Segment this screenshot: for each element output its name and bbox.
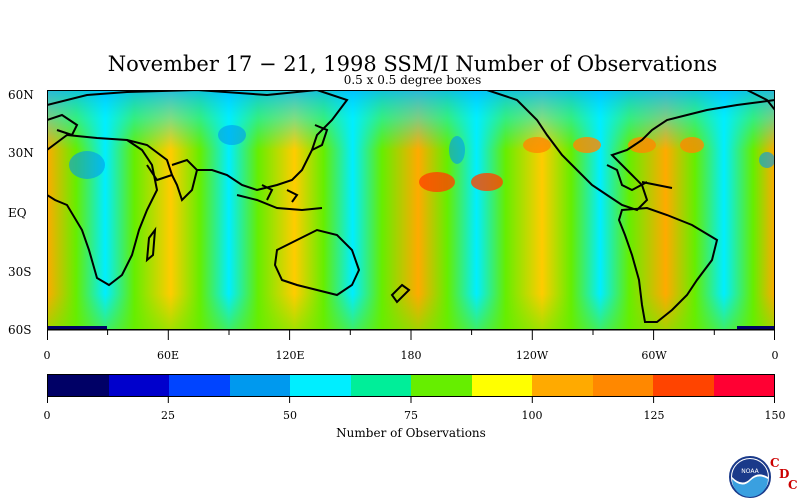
noaa-logo-icon: NOAA — [729, 456, 771, 498]
polar-edge — [737, 326, 775, 330]
colorbar-label-125: 125 — [643, 409, 665, 422]
map-svg — [46, 88, 776, 330]
low-count-patch — [449, 136, 465, 164]
lat-label-30n: 30N — [8, 146, 34, 160]
lon-label-120w: 120W — [515, 349, 549, 362]
lat-label-60n: 60N — [8, 88, 34, 102]
colorbar-label-50: 50 — [283, 409, 297, 422]
low-count-patch — [218, 125, 246, 145]
cdc-letter-c2: C — [788, 478, 798, 492]
cdc-letter-c1: C — [770, 456, 780, 470]
cdc-letter-d: D — [779, 467, 790, 481]
polar-edge — [47, 326, 107, 330]
colorbar-label-100: 100 — [521, 409, 543, 422]
hotspot — [471, 173, 503, 191]
colorbar-swatch — [169, 375, 230, 396]
low-count-patch — [69, 151, 105, 179]
lon-label-120e: 120E — [275, 349, 305, 362]
lon-label-0-end: 0 — [771, 349, 779, 362]
longitude-ticks — [47, 330, 775, 340]
colorbar-swatch — [108, 375, 169, 396]
colorbar-label-150: 150 — [764, 409, 786, 422]
colorbar-swatch — [350, 375, 411, 396]
colorbar-swatch — [48, 375, 109, 396]
hotspot — [628, 137, 656, 153]
observation-map — [46, 88, 776, 330]
colorbar-swatch — [471, 375, 532, 396]
hotspot — [680, 137, 704, 153]
lon-label-60e: 60E — [156, 349, 180, 362]
colorbar-ticks — [47, 397, 775, 403]
colorbar-swatch — [532, 375, 593, 396]
lon-label-180: 180 — [400, 349, 422, 362]
colorbar-label-25: 25 — [161, 409, 175, 422]
colorbar-swatch — [229, 375, 290, 396]
lon-label-60w: 60W — [641, 349, 667, 362]
low-count-patch — [759, 152, 775, 168]
colorbar-title: Number of Observations — [336, 426, 486, 440]
colorbar-label-0: 0 — [43, 409, 51, 422]
coastlines — [46, 88, 776, 323]
noaa-logo: NOAA — [728, 455, 772, 503]
colorbar-swatch — [653, 375, 714, 396]
page-subtitle: 0.5 x 0.5 degree boxes — [343, 73, 482, 87]
noaa-logo-text: NOAA — [741, 468, 759, 475]
longitude-axis — [47, 330, 775, 340]
latitude-shading — [47, 90, 775, 330]
hotspot — [573, 137, 601, 153]
page-title: November 17 − 21, 1998 SSM/I Number of O… — [107, 52, 718, 76]
colorbar-swatch — [411, 375, 472, 396]
lat-label-eq: EQ — [8, 206, 27, 220]
colorbar-swatch — [592, 375, 653, 396]
lon-label-0: 0 — [43, 349, 51, 362]
colorbar-swatch — [290, 375, 351, 396]
lat-label-60s: 60S — [8, 323, 32, 337]
colorbar-label-75: 75 — [404, 409, 418, 422]
colorbar-swatch — [713, 375, 774, 396]
colorbar — [47, 374, 775, 397]
lat-label-30s: 30S — [8, 265, 32, 279]
hotspot — [419, 172, 455, 192]
hotspot — [523, 137, 551, 153]
